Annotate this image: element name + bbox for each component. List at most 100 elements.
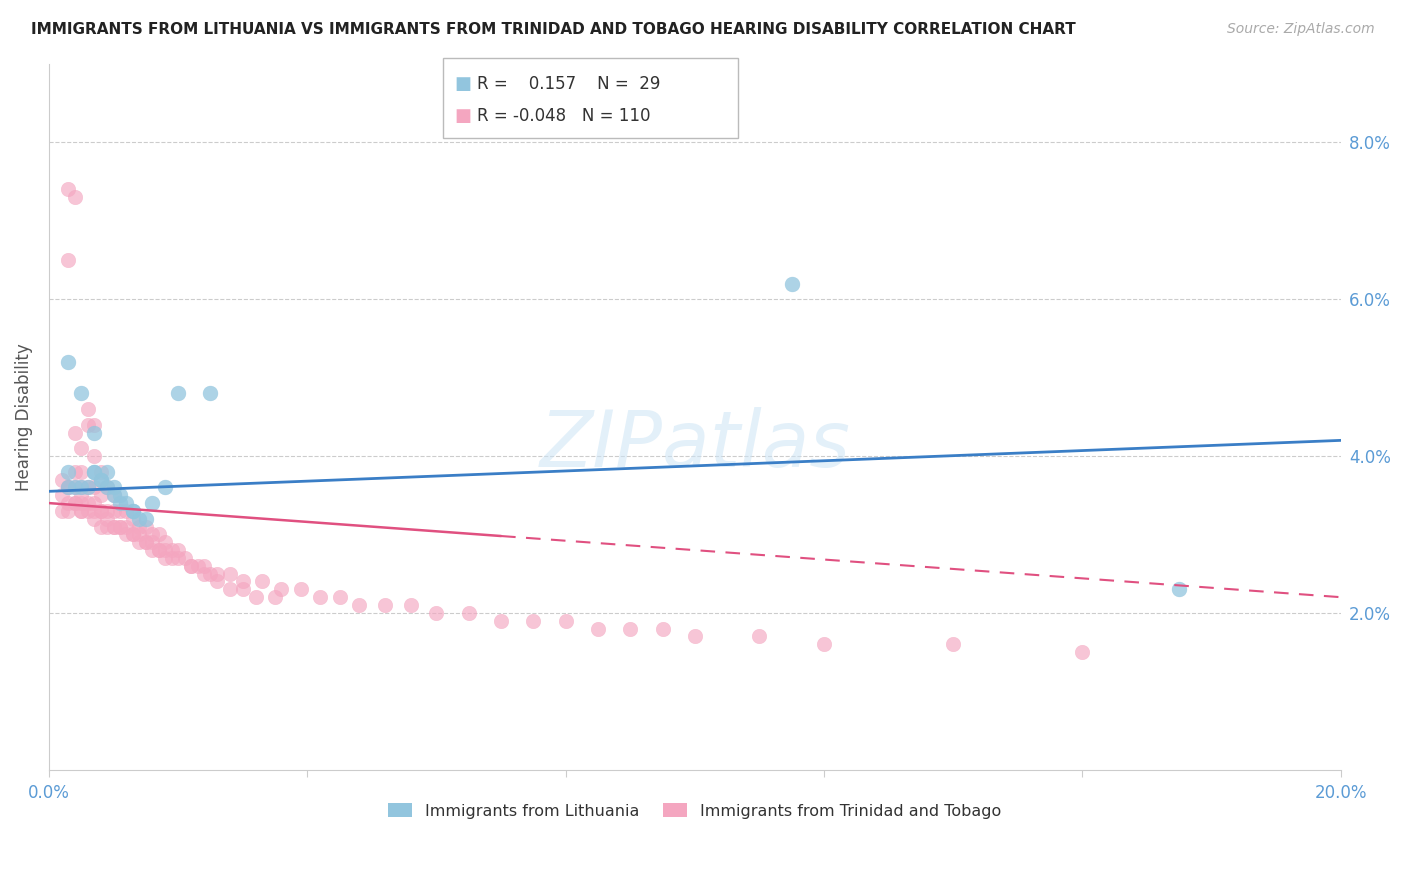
Point bbox=[813, 637, 835, 651]
Point bbox=[128, 535, 150, 549]
Point bbox=[70, 441, 93, 455]
Point bbox=[58, 182, 80, 196]
Text: Source: ZipAtlas.com: Source: ZipAtlas.com bbox=[1227, 22, 1375, 37]
Point bbox=[425, 606, 447, 620]
Point bbox=[70, 480, 93, 494]
Point bbox=[58, 480, 80, 494]
Point bbox=[135, 535, 157, 549]
Point bbox=[245, 590, 267, 604]
Point bbox=[96, 519, 118, 533]
Point bbox=[96, 480, 118, 494]
Point bbox=[115, 504, 138, 518]
Point bbox=[180, 558, 202, 573]
Point bbox=[173, 551, 195, 566]
Point bbox=[58, 253, 80, 268]
Point bbox=[232, 582, 254, 597]
Point bbox=[51, 473, 73, 487]
Point bbox=[108, 488, 131, 502]
Point bbox=[90, 504, 112, 518]
Point bbox=[232, 574, 254, 589]
Point bbox=[90, 488, 112, 502]
Point bbox=[58, 465, 80, 479]
Point bbox=[167, 386, 190, 401]
Point bbox=[83, 496, 105, 510]
Point bbox=[309, 590, 332, 604]
Point bbox=[180, 558, 202, 573]
Point bbox=[141, 535, 163, 549]
Point bbox=[58, 480, 80, 494]
Point bbox=[128, 527, 150, 541]
Point bbox=[76, 496, 98, 510]
Point bbox=[83, 449, 105, 463]
Point bbox=[63, 496, 86, 510]
Point bbox=[90, 465, 112, 479]
Point bbox=[58, 496, 80, 510]
Point bbox=[329, 590, 352, 604]
Point bbox=[90, 473, 112, 487]
Point bbox=[63, 425, 86, 440]
Point bbox=[264, 590, 287, 604]
Point bbox=[780, 277, 803, 291]
Point bbox=[1168, 582, 1191, 597]
Text: R =    0.157    N =  29: R = 0.157 N = 29 bbox=[477, 75, 659, 93]
Point bbox=[250, 574, 273, 589]
Point bbox=[135, 512, 157, 526]
Point bbox=[155, 480, 177, 494]
Point bbox=[115, 527, 138, 541]
Point bbox=[148, 527, 170, 541]
Point bbox=[90, 473, 112, 487]
Point bbox=[122, 527, 145, 541]
Point bbox=[167, 543, 190, 558]
Point bbox=[554, 614, 576, 628]
Point bbox=[76, 402, 98, 417]
Point bbox=[96, 465, 118, 479]
Point bbox=[58, 355, 80, 369]
Point bbox=[167, 551, 190, 566]
Point bbox=[76, 504, 98, 518]
Point bbox=[96, 512, 118, 526]
Point bbox=[115, 496, 138, 510]
Point bbox=[141, 543, 163, 558]
Point bbox=[103, 519, 125, 533]
Point bbox=[193, 566, 215, 581]
Point bbox=[122, 527, 145, 541]
Point bbox=[70, 504, 93, 518]
Point bbox=[186, 558, 208, 573]
Point bbox=[103, 480, 125, 494]
Point bbox=[90, 504, 112, 518]
Point bbox=[83, 512, 105, 526]
Point bbox=[489, 614, 512, 628]
Point bbox=[399, 598, 422, 612]
Point bbox=[135, 535, 157, 549]
Point bbox=[200, 386, 222, 401]
Point bbox=[141, 496, 163, 510]
Point bbox=[683, 629, 706, 643]
Point bbox=[51, 504, 73, 518]
Point bbox=[128, 519, 150, 533]
Point bbox=[619, 622, 641, 636]
Point bbox=[522, 614, 544, 628]
Point bbox=[58, 504, 80, 518]
Point bbox=[148, 543, 170, 558]
Point bbox=[155, 551, 177, 566]
Point bbox=[103, 488, 125, 502]
Point bbox=[70, 386, 93, 401]
Point bbox=[70, 504, 93, 518]
Point bbox=[108, 496, 131, 510]
Y-axis label: Hearing Disability: Hearing Disability bbox=[15, 343, 32, 491]
Point bbox=[83, 504, 105, 518]
Point bbox=[76, 417, 98, 432]
Point bbox=[270, 582, 292, 597]
Point bbox=[200, 566, 222, 581]
Point bbox=[83, 417, 105, 432]
Point bbox=[160, 551, 183, 566]
Point bbox=[76, 480, 98, 494]
Point bbox=[96, 480, 118, 494]
Point bbox=[83, 480, 105, 494]
Point bbox=[457, 606, 479, 620]
Point bbox=[51, 488, 73, 502]
Point bbox=[108, 519, 131, 533]
Point bbox=[103, 488, 125, 502]
Point bbox=[748, 629, 770, 643]
Point bbox=[205, 566, 228, 581]
